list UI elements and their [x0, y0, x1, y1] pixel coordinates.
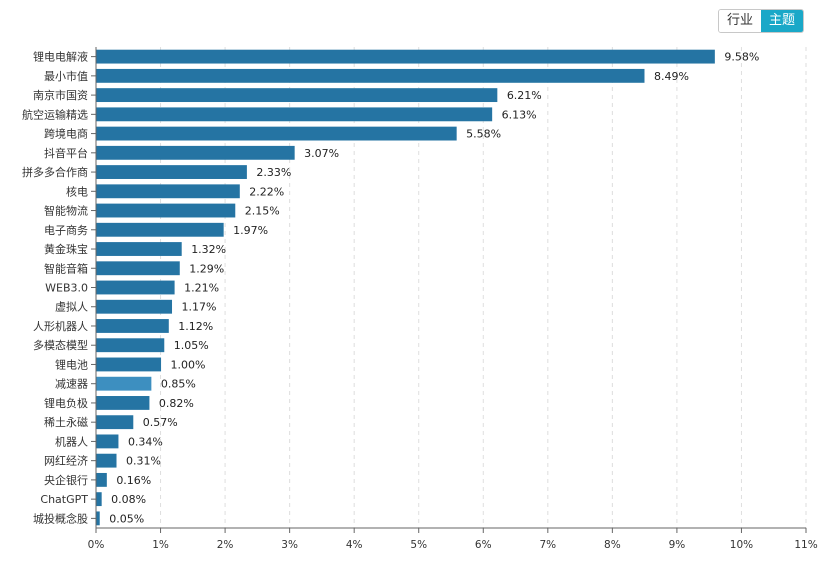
category-label: 核电 — [66, 184, 88, 198]
bar[interactable] — [96, 357, 162, 372]
bar[interactable] — [96, 472, 107, 487]
value-label: 1.17% — [182, 301, 217, 314]
category-label: 人形机器人 — [33, 319, 88, 333]
value-label: 0.16% — [116, 474, 151, 487]
value-label: 2.22% — [249, 185, 284, 198]
category-label: 稀土永磁 — [44, 415, 88, 429]
bar[interactable] — [96, 453, 117, 468]
bar[interactable] — [96, 492, 102, 507]
value-label: 1.32% — [191, 243, 226, 256]
value-label: 9.58% — [724, 51, 759, 64]
x-tick-label: 9% — [669, 539, 686, 551]
category-label: 机器人 — [55, 434, 88, 448]
category-label: 最小市值 — [44, 69, 88, 83]
x-tick-label: 6% — [475, 539, 492, 551]
value-label: 0.57% — [143, 416, 178, 429]
toggle-theme[interactable]: 主题 — [760, 10, 803, 32]
bar[interactable] — [96, 511, 100, 526]
value-label: 1.12% — [178, 320, 213, 333]
value-label: 0.31% — [126, 455, 161, 468]
category-label: 央企银行 — [44, 473, 88, 487]
x-tick-label: 2% — [217, 539, 234, 551]
value-label: 1.21% — [184, 282, 219, 295]
bar[interactable] — [96, 396, 150, 410]
axes: 0% 1% 2% 3% 4% 5% 6% 7% 8% 9% 10% 11% 锂电电解液最小市值南京市国资… — [22, 47, 818, 551]
bar[interactable] — [96, 376, 152, 391]
category-label: 南京市国资 — [33, 88, 88, 102]
value-label: 0.05% — [109, 512, 144, 525]
bar[interactable] — [96, 184, 240, 199]
bar[interactable] — [96, 145, 295, 160]
bar[interactable] — [96, 222, 224, 237]
value-label: 0.08% — [111, 493, 146, 506]
value-label: 0.85% — [161, 378, 196, 391]
value-label: 8.49% — [654, 70, 689, 83]
bar[interactable] — [96, 68, 645, 83]
value-label: 1.29% — [189, 262, 224, 275]
bar[interactable] — [96, 126, 457, 141]
x-tick-label: 8% — [604, 539, 621, 551]
category-label: 智能音箱 — [44, 261, 88, 275]
category-label: 抖音平台 — [44, 146, 88, 160]
category-label: ChatGPT — [40, 493, 88, 506]
category-label: WEB3.0 — [45, 282, 88, 295]
category-label: 黄金珠宝 — [44, 242, 88, 256]
category-label: 城投概念股 — [33, 511, 88, 525]
category-label: 拼多多合作商 — [22, 165, 88, 179]
category-label: 跨境电商 — [44, 127, 88, 141]
category-label: 网红经济 — [44, 454, 88, 468]
category-label: 电子商务 — [44, 223, 88, 237]
category-label: 锂电负极 — [44, 396, 88, 410]
category-label: 锂电电解液 — [33, 50, 88, 64]
category-label: 锂电池 — [55, 357, 88, 371]
bars: 9.58% 8.49% 6.21% 6.13%5.58% 3.07% 2.33% 2.22%… — [96, 49, 759, 526]
bar[interactable] — [96, 434, 119, 449]
x-tick-label: 1% — [152, 539, 169, 551]
category-label: 虚拟人 — [55, 300, 88, 314]
category-label: 航空运输精选 — [22, 107, 88, 121]
bar[interactable] — [96, 107, 493, 122]
x-tick-label: 3% — [281, 539, 298, 551]
toggle-industry[interactable]: 行业 — [718, 10, 761, 32]
x-tick-label: 7% — [539, 539, 556, 551]
bar[interactable] — [96, 299, 173, 314]
bar[interactable] — [96, 49, 715, 64]
value-label: 5.58% — [466, 128, 501, 141]
category-label: 减速器 — [55, 378, 88, 391]
x-tick-label: 4% — [346, 539, 363, 551]
bar[interactable] — [96, 88, 498, 103]
category-label: 多模态模型 — [33, 338, 88, 352]
category-label: 智能物流 — [44, 204, 88, 218]
value-label: 3.07% — [304, 147, 339, 160]
value-label: 2.15% — [245, 205, 280, 218]
view-toggle: 行业 主题 — [717, 9, 804, 33]
value-label: 2.33% — [256, 166, 291, 179]
bar[interactable] — [96, 165, 247, 179]
value-label: 0.34% — [128, 435, 163, 448]
x-tick-label: 5% — [410, 539, 427, 551]
value-label: 0.82% — [159, 397, 194, 410]
bar[interactable] — [96, 280, 175, 295]
x-tick-label: 10% — [730, 539, 753, 551]
bar[interactable] — [96, 261, 180, 276]
x-tick-label: 11% — [794, 539, 817, 551]
bar[interactable] — [96, 242, 182, 256]
value-label: 1.00% — [171, 358, 206, 371]
value-label: 6.13% — [502, 108, 537, 121]
x-tick-label: 0% — [88, 539, 105, 551]
value-label: 6.21% — [507, 89, 542, 102]
bar[interactable] — [96, 203, 236, 218]
bar[interactable] — [96, 415, 134, 430]
bar[interactable] — [96, 338, 165, 353]
value-label: 1.97% — [233, 224, 268, 237]
bar[interactable] — [96, 319, 169, 333]
value-label: 1.05% — [174, 339, 209, 352]
